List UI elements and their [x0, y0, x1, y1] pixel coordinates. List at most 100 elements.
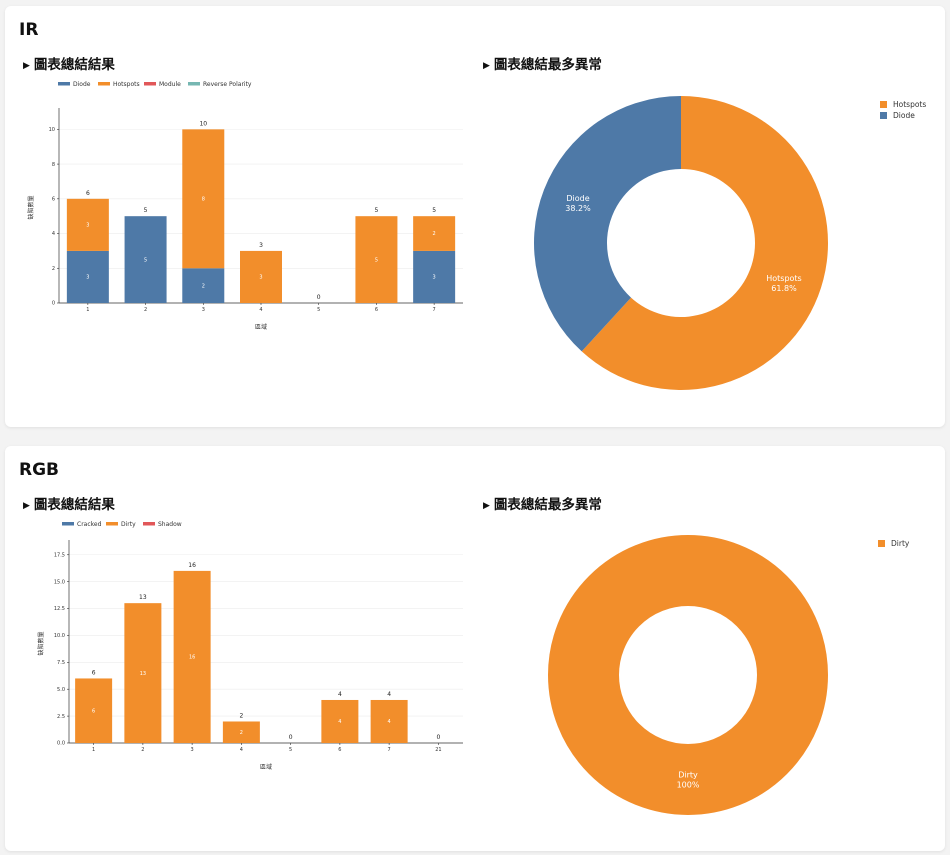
y-tick-label: 2.5	[57, 714, 65, 720]
x-tick-label: 4	[240, 747, 243, 753]
bar-total-label: 3	[259, 242, 263, 249]
x-tick-label: 21	[435, 747, 441, 753]
pie-slice-label-line: Dirty	[678, 771, 698, 780]
bar-segment	[370, 699, 408, 743]
section-title: IR	[19, 20, 39, 40]
bar-segment-label: 16	[189, 655, 195, 661]
pie-chart-title: ▶ 圖表總結最多異常	[483, 53, 602, 73]
legend-swatch	[144, 82, 156, 86]
y-tick-label: 10	[49, 127, 55, 133]
legend-item: Cracked	[62, 521, 102, 528]
ir-bar-chart: Diode Hotspots Module Reverse Polarity 0 2 4 6 8…	[27, 81, 463, 331]
legend-item: Shadow	[143, 521, 182, 528]
bar-segment	[66, 250, 109, 303]
legend-swatch	[98, 82, 110, 86]
y-axis-label: 缺陷數量	[27, 195, 35, 219]
bar-segment	[182, 129, 225, 269]
bar-segment-label: 4	[338, 719, 341, 725]
y-tick-label: 17.5	[54, 552, 65, 558]
pie-slice-label-line: 100%	[677, 781, 700, 790]
bar-chart-title: ▶ 圖表總結結果	[23, 53, 115, 73]
triangle-icon: ▶	[23, 61, 30, 71]
bar-segment	[240, 250, 282, 303]
bar-total-label: 6	[92, 669, 96, 676]
y-tick-label: 4	[52, 231, 55, 237]
pie-slice-label-line: 61.8%	[771, 284, 797, 293]
pie-slice-label-line: 38.2%	[565, 204, 591, 213]
bar-segment	[355, 216, 398, 303]
x-tick-label: 7	[388, 747, 391, 753]
bar-total-label: 0	[317, 294, 321, 301]
legend-item: Dirty	[878, 539, 910, 548]
x-tick-label: 1	[86, 307, 89, 313]
legend-item: Reverse Polarity	[188, 81, 252, 88]
bar-total-label: 6	[86, 190, 90, 197]
bar-segment	[413, 216, 456, 251]
bar-total-label: 0	[289, 734, 293, 741]
triangle-icon: ▶	[483, 501, 490, 511]
legend-swatch	[106, 522, 118, 526]
legend-label: Reverse Polarity	[203, 81, 252, 88]
pie-slice	[548, 535, 828, 815]
bar-segment	[66, 198, 109, 251]
bar-segment-label: 3	[86, 275, 89, 281]
bar-total-label: 0	[436, 734, 440, 741]
x-tick-label: 2	[141, 747, 144, 753]
pie-slice-label-line: Hotspots	[766, 274, 802, 283]
pie-slice	[534, 95, 681, 352]
rgb-card: RGB ▶ 圖表總結結果 ▶ 圖表總結最多異常 Cracked Dirty Shadow…	[5, 446, 945, 851]
x-tick-label: 1	[92, 747, 95, 753]
legend-label: Diode	[893, 111, 915, 120]
y-tick-label: 6	[52, 197, 55, 203]
bar-segment-label: 3	[433, 275, 436, 281]
y-axis-label: 缺陷數量	[37, 631, 45, 655]
bar-chart-title: ▶ 圖表總結結果	[23, 493, 115, 513]
section-title: RGB	[19, 460, 60, 480]
x-tick-label: 7	[433, 307, 436, 313]
legend-swatch	[878, 540, 885, 547]
legend-label: Hotspots	[113, 81, 140, 88]
bar-segment	[75, 678, 113, 743]
x-axis-label: 區域	[260, 763, 272, 771]
rgb-bar-chart: Cracked Dirty Shadow0.02.55.07.510.012.515…	[37, 521, 463, 771]
legend-item: Hotspots	[880, 100, 926, 109]
legend-item: Hotspots	[98, 81, 140, 88]
bar-segment	[413, 250, 456, 303]
bar-segment-label: 2	[202, 283, 205, 289]
legend-label: Module	[159, 81, 181, 88]
bar-segment-label: 6	[92, 708, 95, 714]
bar-segment	[182, 268, 225, 303]
x-tick-label: 4	[259, 307, 262, 313]
bar-total-label: 4	[387, 691, 391, 698]
legend-swatch	[58, 82, 70, 86]
y-tick-label: 15.0	[54, 579, 65, 585]
bar-total-label: 16	[188, 562, 196, 569]
bar-chart-title-text: 圖表總結結果	[33, 497, 115, 513]
x-tick-label: 6	[375, 307, 378, 313]
bar-segment-label: 8	[202, 197, 205, 203]
bar-total-label: 5	[375, 207, 379, 214]
bar-segment	[173, 570, 211, 743]
legend-label: Diode	[73, 81, 91, 88]
bar-segment-label: 2	[240, 730, 243, 736]
bar-segment-label: 2	[433, 231, 436, 237]
bar-total-label: 13	[139, 594, 147, 601]
ir-card: IR ▶ 圖表總結結果 ▶ 圖表總結最多異常 Diode Hotspots Module…	[5, 6, 945, 427]
bar-total-label: 5	[432, 207, 436, 214]
bar-chart-title-text: 圖表總結結果	[33, 57, 115, 73]
bar-segment-label: 3	[259, 275, 262, 281]
y-tick-label: 0	[52, 301, 55, 307]
pie-slice	[581, 96, 828, 390]
bar-segment	[321, 699, 359, 743]
bar-segment-label: 13	[140, 671, 146, 677]
pie-slice-label: Hotspots 61.8%	[766, 274, 802, 293]
y-tick-label: 7.5	[57, 660, 65, 666]
bar-segment-label: 3	[86, 223, 89, 229]
bar-segment-label: 4	[388, 719, 391, 725]
y-tick-label: 8	[52, 162, 55, 168]
triangle-icon: ▶	[483, 61, 490, 71]
legend-label: Dirty	[121, 521, 136, 528]
triangle-icon: ▶	[23, 501, 30, 511]
legend-swatch	[880, 112, 887, 119]
